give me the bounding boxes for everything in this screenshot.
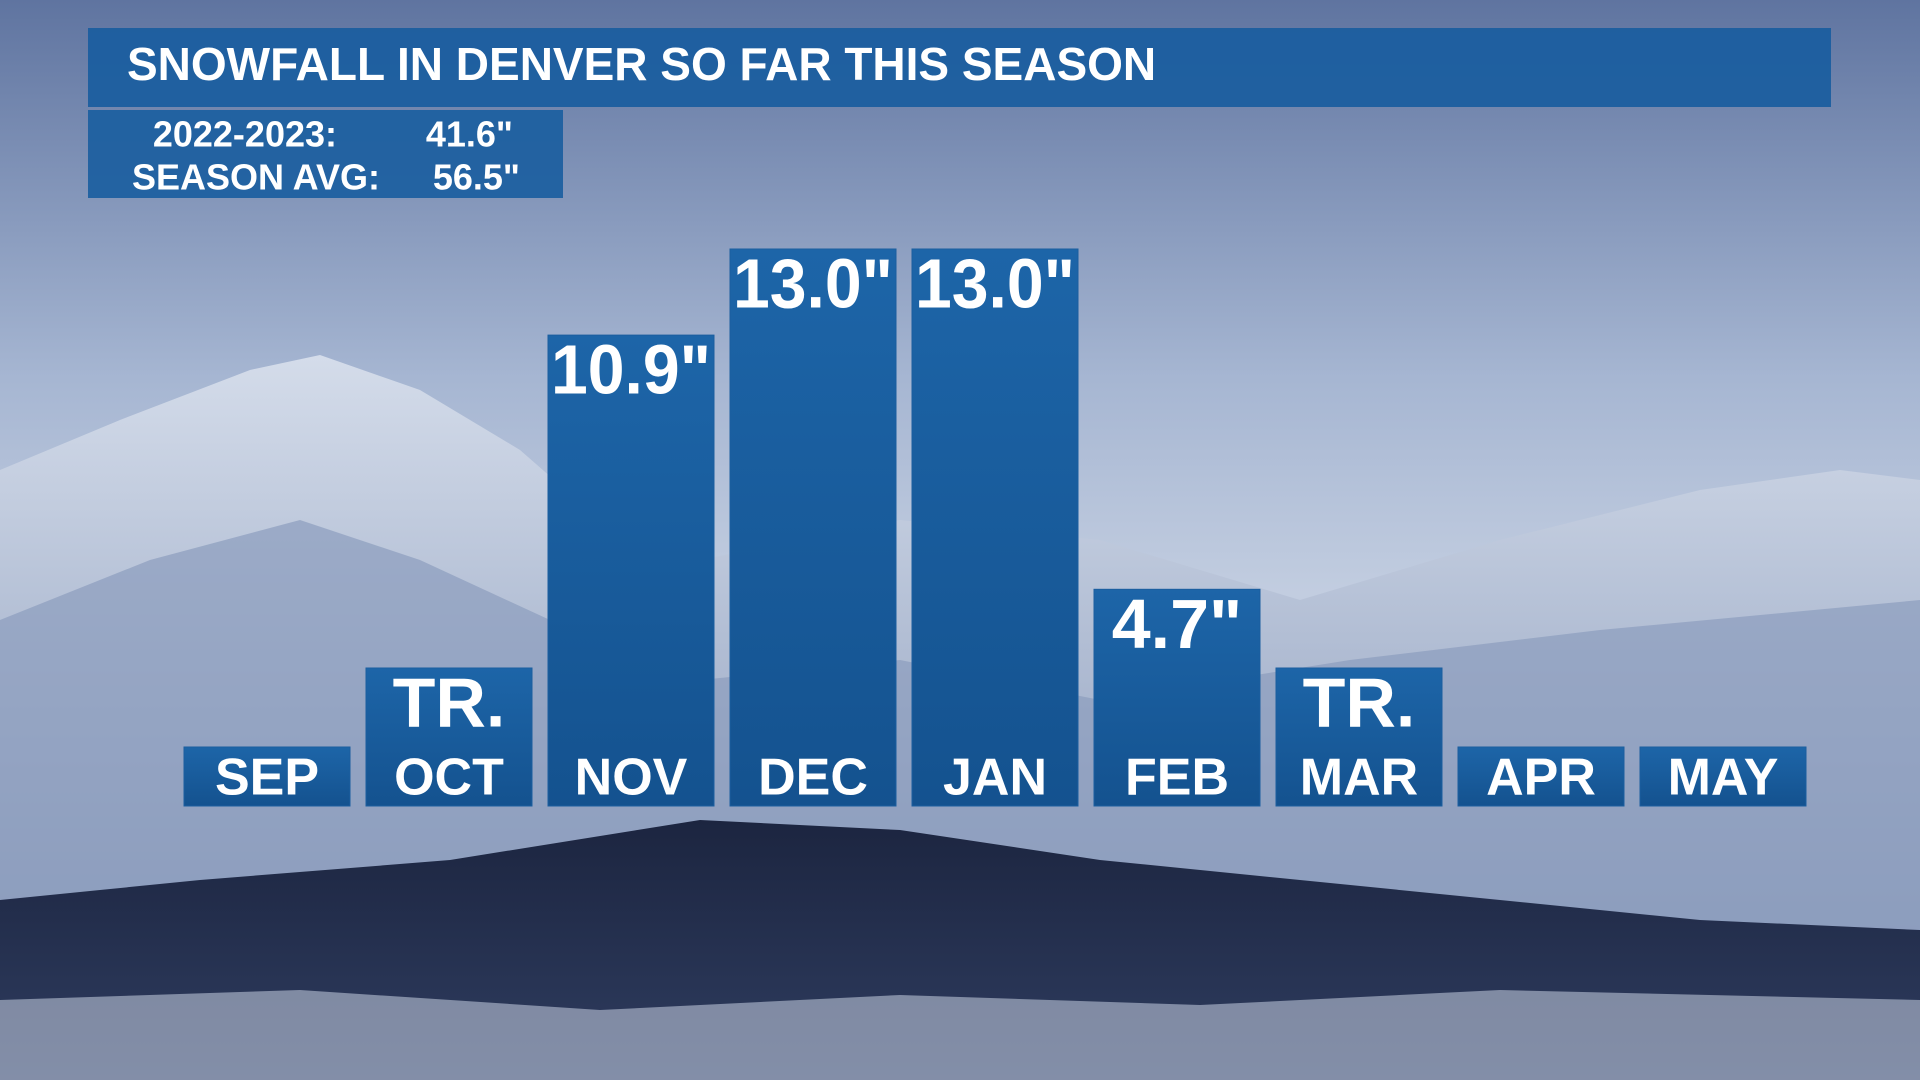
snow-ground: [0, 990, 1920, 1080]
summary-value: 41.6": [426, 114, 513, 155]
x-tick-label: APR: [1486, 749, 1596, 807]
chart-title: SNOWFALL IN DENVER SO FAR THIS SEASON: [127, 38, 1156, 90]
value-label: TR.: [1303, 663, 1416, 741]
summary-label: SEASON AVG:: [132, 157, 380, 198]
value-label: 10.9": [551, 331, 711, 409]
x-tick-label: JAN: [943, 749, 1047, 807]
summary-box: [88, 110, 563, 198]
bar: [1093, 588, 1261, 807]
bar: [911, 248, 1079, 807]
x-tick-label: DEC: [758, 749, 868, 807]
bar: [1457, 746, 1625, 807]
x-tick-label: NOV: [575, 749, 688, 807]
summary-label: 2022-2023:: [153, 114, 337, 155]
x-tick-label: FEB: [1125, 749, 1229, 807]
bar: [183, 746, 351, 807]
summary-value: 56.5": [433, 157, 520, 198]
value-label: 13.0": [733, 244, 893, 322]
bar: [729, 248, 897, 807]
value-label: 4.7": [1112, 585, 1243, 663]
bar: [1639, 746, 1807, 807]
x-tick-label: SEP: [215, 749, 319, 807]
value-label: 13.0": [915, 244, 1075, 322]
x-tick-label: MAR: [1300, 749, 1418, 807]
value-label: TR.: [393, 663, 506, 741]
x-tick-label: MAY: [1668, 749, 1779, 807]
x-tick-label: OCT: [394, 749, 504, 807]
bar: [547, 334, 715, 807]
bar: [365, 667, 533, 807]
title-bar: [88, 28, 1831, 107]
bar: [1275, 667, 1443, 807]
